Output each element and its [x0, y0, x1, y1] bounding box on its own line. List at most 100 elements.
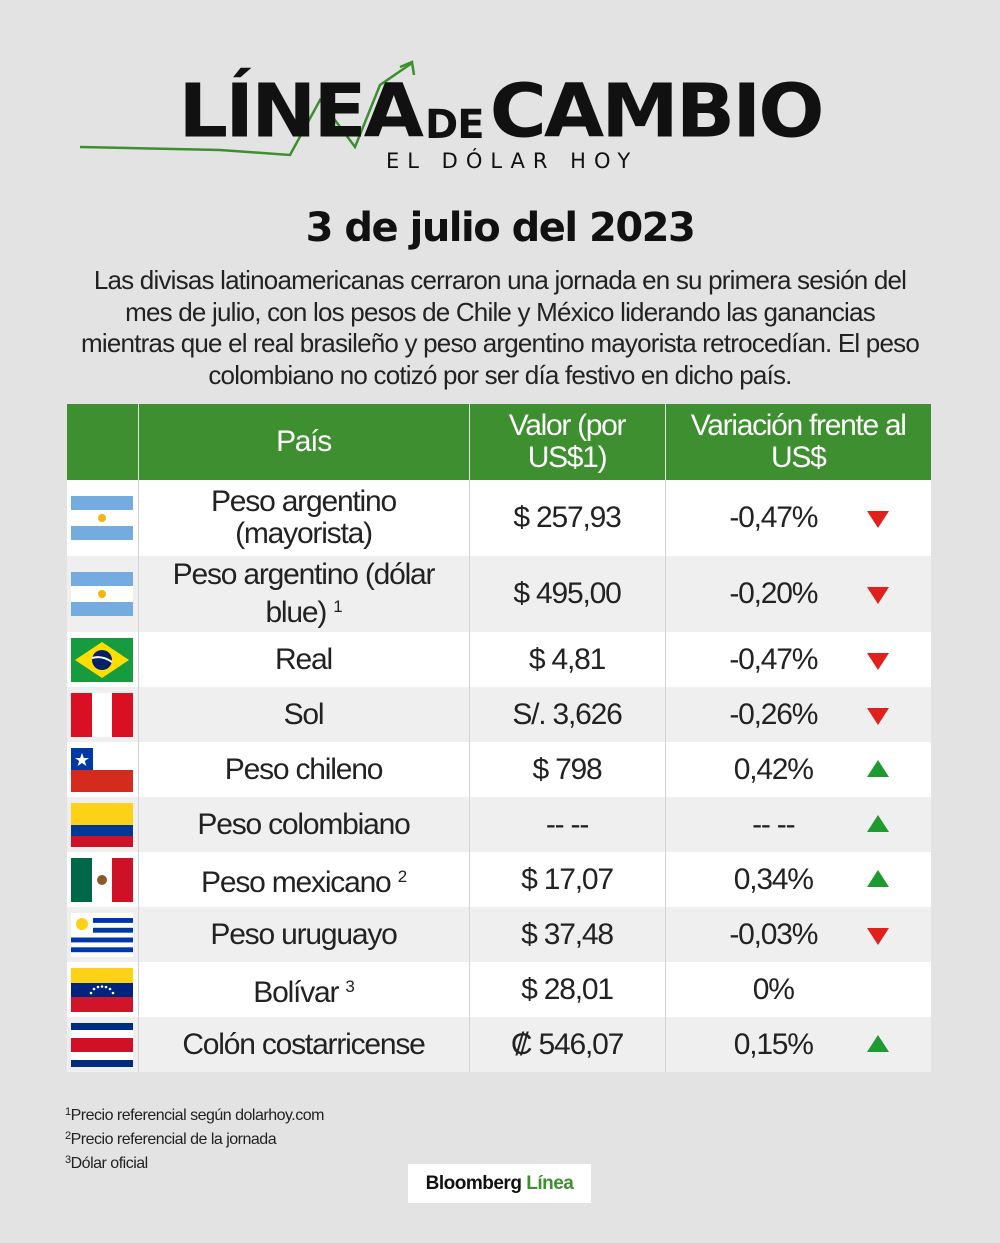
- value-cell: -- --: [469, 797, 666, 852]
- flag-cell: [67, 797, 139, 852]
- footnotes: 1Precio referencial según dolarhoy.com 2…: [65, 1102, 324, 1174]
- flag-cell: [67, 1017, 139, 1072]
- argentina-flag: [71, 572, 134, 616]
- currency-name: Peso chileno: [224, 752, 384, 786]
- currency-name: Peso mexicano: [201, 865, 392, 899]
- table-row: Peso chileno $ 798 0,42%: [67, 742, 931, 797]
- costa-rica-flag: [71, 1022, 134, 1067]
- variation-cell: -0,20%: [665, 556, 931, 632]
- flag-cell: [67, 480, 139, 556]
- currency-name-cell: Bolívar 3: [138, 962, 470, 1017]
- table-row: Sol S/. 3,626 -0,26%: [67, 687, 931, 742]
- date-title: 3 de julio del 2023: [305, 205, 696, 251]
- table-row: Colón costarricense ₡ 546,07 0,15%: [67, 1017, 931, 1072]
- value-cell: $ 28,01: [469, 962, 666, 1017]
- currency-name: Peso argentino (dólar blue): [172, 558, 436, 629]
- currency-name-cell: Peso uruguayo: [138, 907, 470, 962]
- up-arrow-icon: [867, 759, 889, 777]
- currency-name-cell: Peso chileno: [138, 742, 470, 797]
- flag-cell: [67, 556, 139, 632]
- currency-name: Bolívar: [253, 975, 339, 1009]
- logo-subtitle: EL DÓLAR HOY: [386, 149, 639, 173]
- variation-cell: -0,47%: [665, 632, 931, 687]
- currency-name-cell: Peso colombiano: [138, 797, 470, 852]
- variation-value: 0,34%: [733, 862, 814, 896]
- flag-cell: [67, 907, 139, 962]
- header-country: País: [138, 404, 470, 480]
- logo-word-de: DE: [425, 102, 485, 148]
- down-arrow-icon: [867, 652, 889, 670]
- table-row: Peso colombiano -- -- -- --: [67, 797, 931, 852]
- value-cell: S/. 3,626: [469, 687, 666, 742]
- logo-word-linea: LÍNEA: [178, 69, 424, 155]
- flag-cell: [67, 962, 139, 1017]
- down-arrow-icon: [867, 587, 889, 604]
- bloomberg-linea-logo: Bloomberg Línea: [408, 1164, 591, 1203]
- down-arrow-icon: [867, 511, 889, 528]
- rising-line-icon: [79, 60, 416, 157]
- variation-cell: -0,03%: [665, 907, 931, 962]
- currency-name: Colón costarricense: [182, 1027, 426, 1061]
- variation-cell: 0%: [665, 962, 931, 1017]
- variation-cell: -0,47%: [665, 480, 931, 556]
- peru-flag: [71, 692, 134, 737]
- currency-name-cell: Peso argentino (dólar blue) 1: [138, 556, 470, 632]
- table-row: Peso argentino (mayorista) $ 257,93 -0,47%: [67, 480, 931, 556]
- venezuela-flag: [71, 967, 134, 1012]
- value-cell: $ 798: [469, 742, 666, 797]
- table-row: Real $ 4,81 -0,47%: [67, 632, 931, 687]
- value-cell: $ 37,48: [469, 907, 666, 962]
- down-arrow-icon: [867, 927, 889, 945]
- value-cell: $ 17,07: [469, 852, 666, 907]
- variation-cell: -0,26%: [665, 687, 931, 742]
- currency-name-cell: Peso argentino (mayorista): [138, 480, 470, 556]
- flag-cell: [67, 852, 139, 907]
- value-cell: $ 4,81: [469, 632, 666, 687]
- variation-value: -- --: [752, 807, 795, 841]
- currency-name-cell: Colón costarricense: [138, 1017, 470, 1072]
- variation-value: 0,15%: [733, 1027, 814, 1061]
- up-arrow-icon: [867, 1034, 889, 1052]
- flag-cell: [67, 742, 139, 797]
- currency-name-cell: Sol: [138, 687, 470, 742]
- variation-value: -0,26%: [729, 697, 818, 731]
- flag-cell: [67, 632, 139, 687]
- currency-name-cell: Peso mexicano 2: [138, 852, 470, 907]
- variation-value: -0,47%: [729, 501, 818, 534]
- currency-name: Peso uruguayo: [210, 917, 397, 951]
- currency-name: Peso colombiano: [197, 807, 410, 841]
- table-row: Peso argentino (dólar blue) 1 $ 495,00 -0,…: [67, 556, 931, 632]
- uruguay-flag: [71, 912, 134, 957]
- variation-value: -0,03%: [729, 917, 818, 951]
- table-row: Peso mexicano 2 $ 17,07 0,34%: [67, 852, 931, 907]
- colombia-flag: [71, 802, 134, 847]
- variation-cell: 0,34%: [665, 852, 931, 907]
- currency-name: Real: [275, 642, 333, 676]
- down-arrow-icon: [867, 707, 889, 725]
- intro-paragraph: Las divisas latinoamericanas cerraron un…: [81, 265, 920, 390]
- header-flag: [67, 404, 139, 480]
- value-cell: ₡ 546,07: [469, 1017, 666, 1072]
- header-variation: Variación frente al US$: [665, 404, 931, 480]
- variation-cell: 0,15%: [665, 1017, 931, 1072]
- table-row: Bolívar 3 $ 28,01 0%: [67, 962, 931, 1017]
- value-cell: $ 495,00: [469, 556, 666, 632]
- header-value: Valor (por US$1): [469, 404, 666, 480]
- variation-cell: 0,42%: [665, 742, 931, 797]
- table-row: Peso uruguayo $ 37,48 -0,03%: [67, 907, 931, 962]
- footnote-3: 3Dólar oficial: [65, 1154, 148, 1172]
- up-arrow-icon: [867, 869, 889, 887]
- value-cell: $ 257,93: [469, 480, 666, 556]
- table-header-row: País Valor (por US$1) Variación frente a…: [67, 404, 931, 480]
- currency-name-cell: Real: [138, 632, 470, 687]
- variation-value: -0,20%: [729, 577, 818, 610]
- currency-name: Sol: [283, 697, 325, 731]
- exchange-rate-table: País Valor (por US$1) Variación frente a…: [67, 404, 931, 1072]
- logo-word-cambio: CAMBIO: [489, 69, 825, 155]
- footnote-marker: 3: [345, 976, 355, 996]
- flag-cell: [67, 687, 139, 742]
- footnote-2: 2Precio referencial de la jornada: [65, 1130, 277, 1148]
- up-arrow-icon: [867, 814, 889, 832]
- currency-name: Peso argentino (mayorista): [210, 485, 397, 550]
- variation-value: 0%: [752, 972, 795, 1006]
